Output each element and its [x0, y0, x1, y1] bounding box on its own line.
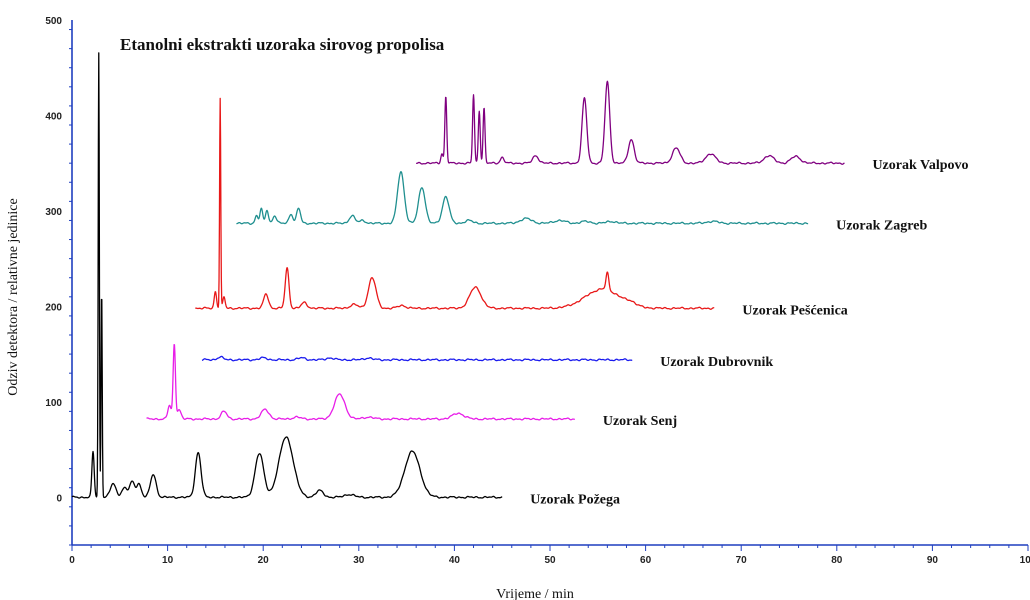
- series-traces: [71, 52, 845, 499]
- x-tick-label: 10: [162, 555, 174, 566]
- y-tick-label: 400: [45, 111, 62, 122]
- x-axis-title: Vrijeme / min: [496, 587, 574, 600]
- x-tick-label: 100: [1020, 555, 1030, 566]
- series-trace: [195, 97, 715, 310]
- x-tick-label: 90: [927, 555, 939, 566]
- y-tick-label: 200: [45, 302, 62, 313]
- x-tick-label: 80: [831, 555, 843, 566]
- y-tick-label: 300: [45, 207, 62, 218]
- series-label: Uzorak Požega: [530, 492, 620, 507]
- x-tick-label: 30: [353, 555, 365, 566]
- series-trace: [415, 80, 845, 165]
- series-trace: [201, 355, 633, 362]
- axes: 0 10 20 30 40 50 60 70 80 90 100 0 100 200 300 400 500: [45, 16, 1030, 566]
- series-label: Uzorak Pešćenica: [742, 303, 847, 318]
- chart-title: Etanolni ekstrakti uzoraka sirovog propo…: [120, 35, 445, 54]
- series-label: Uzorak Dubrovnik: [660, 355, 773, 370]
- y-tick-label: 500: [45, 16, 62, 27]
- series-label: Uzorak Valpovo: [872, 158, 968, 173]
- x-tick-label: 20: [258, 555, 270, 566]
- x-tick-label: 70: [736, 555, 748, 566]
- series-trace: [71, 52, 503, 499]
- y-tick-label: 0: [56, 493, 62, 504]
- series-trace: [236, 171, 809, 226]
- series-label: Uzorak Senj: [603, 414, 677, 429]
- x-tick-label: 0: [69, 555, 75, 566]
- y-tick-label: 100: [45, 398, 62, 409]
- x-tick-label: 60: [640, 555, 652, 566]
- y-axis-title: Odziv detektora / relativne jedinice: [6, 198, 21, 395]
- x-tick-label: 40: [449, 555, 461, 566]
- series-label: Uzorak Zagreb: [836, 218, 927, 233]
- series-trace: [146, 343, 576, 421]
- series-labels: Uzorak Požega Uzorak Senj Uzorak Dubrovnik…: [530, 158, 968, 507]
- x-tick-label: 50: [544, 555, 556, 566]
